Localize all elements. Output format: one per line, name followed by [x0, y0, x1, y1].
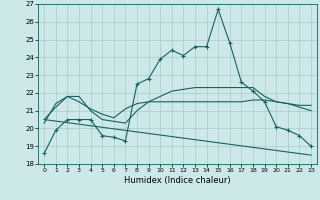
X-axis label: Humidex (Indice chaleur): Humidex (Indice chaleur): [124, 176, 231, 185]
